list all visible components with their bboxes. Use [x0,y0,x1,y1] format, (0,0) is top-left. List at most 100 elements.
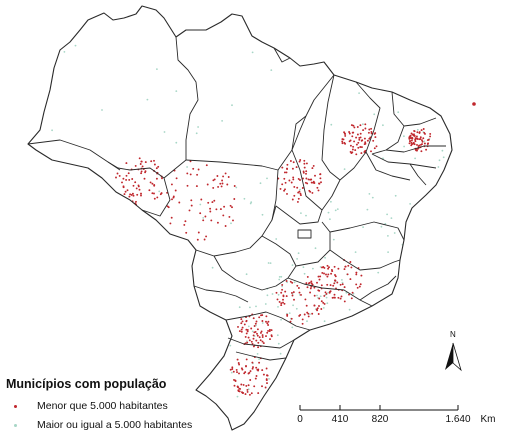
small-municipality-dot [245,328,248,331]
small-municipality-dot [290,317,293,320]
small-municipality-dot [231,206,233,209]
legend-item-label: Maior ou igual a 5.000 habitantes [37,419,193,431]
small-municipality-dot [339,297,342,300]
small-municipality-dot [204,215,207,218]
large-municipality-dot [235,186,238,189]
small-municipality-dot [423,131,426,134]
small-municipality-dot [264,386,267,389]
large-municipality-dot [324,256,326,259]
small-municipality-dot [212,186,215,189]
large-municipality-dot [362,123,364,126]
small-municipality-dot [285,171,288,174]
large-municipality-dot [292,304,294,307]
small-municipality-dot [429,132,432,135]
small-municipality-dot [333,296,336,299]
small-municipality-dot [305,177,308,180]
small-municipality-dot [140,194,142,197]
small-municipality-dot [234,379,237,382]
small-municipality-dot [189,160,192,163]
small-municipality-dot [233,185,236,187]
large-municipality-dot [255,305,257,308]
small-municipality-dot [197,231,200,234]
large-municipality-dot [258,358,260,360]
small-municipality-dot [261,369,264,372]
small-municipality-dot [183,223,186,226]
small-municipality-dot [418,131,421,134]
small-municipality-dot [355,136,358,139]
small-municipality-dot [319,275,322,278]
small-municipality-dot [303,313,306,316]
small-municipality-dot [413,143,416,146]
large-municipality-dot [296,258,298,260]
small-municipality-dot [251,342,254,345]
small-municipality-dot [178,201,181,204]
small-municipality-dot [211,201,214,204]
small-municipality-dot [265,367,268,370]
small-municipality-dot [281,288,284,291]
small-municipality-dot [357,141,360,144]
large-municipality-dot [288,312,291,314]
scale-bar [299,405,459,411]
small-municipality-dot [318,305,320,307]
large-municipality-dot [268,378,270,380]
large-municipality-dot [245,273,248,276]
scale-tick-label: 0 [297,414,303,425]
large-municipality-dot [368,193,371,195]
small-municipality-dot [306,275,309,278]
large-municipality-dot [300,212,302,215]
small-municipality-dot [252,334,255,337]
small-municipality-dot [151,182,154,185]
small-municipality-dot [219,182,222,185]
small-municipality-dot [238,363,241,366]
small-municipality-dot [323,294,326,297]
small-municipality-dot [324,291,327,294]
small-municipality-dot [421,143,423,146]
large-municipality-dot [336,208,339,211]
small-municipality-dot [340,295,343,298]
large-municipality-dot [380,225,383,228]
small-municipality-dot [253,325,256,327]
small-municipality-dot [232,219,234,222]
small-municipality-dot [410,139,413,142]
small-municipality-dot [316,281,318,284]
small-municipality-dot [413,129,416,132]
small-municipality-dot [134,181,137,184]
large-municipality-dot [280,275,283,278]
large-municipality-dot [266,177,268,180]
large-municipality-dot [74,44,77,47]
small-municipality-dot [411,136,414,139]
small-municipality-dot [297,197,300,200]
small-municipality-dot [349,139,352,142]
scale-tick-label: 1.640 [445,414,471,425]
small-municipality-dot [235,368,238,371]
large-municipality-dot [281,285,283,288]
small-municipality-dot [125,174,128,177]
small-municipality-dot [229,204,232,207]
small-municipality-dot [238,372,240,375]
small-municipality-dot [367,131,370,134]
large-municipality-dot [231,104,233,107]
island-dot [472,102,476,106]
small-municipality-dot [413,135,416,137]
small-municipality-dot [233,198,236,200]
small-municipality-dot [231,368,234,370]
small-municipality-dot [429,135,432,138]
small-municipality-dot [123,193,126,196]
small-municipality-dot [316,186,319,189]
small-municipality-dots [115,123,432,396]
small-municipality-dot [244,371,247,374]
small-municipality-dot [135,200,137,203]
small-municipality-dot [327,273,330,276]
large-municipality-dot [366,208,369,211]
small-municipality-dot [337,296,340,299]
small-municipality-dot [327,267,330,270]
small-municipality-dot [292,178,295,181]
small-municipality-dot [250,392,253,395]
small-municipality-dot [174,189,177,192]
small-municipality-dot [118,174,121,177]
small-municipality-dot [161,177,163,180]
small-municipality-dot [356,126,359,128]
small-municipality-dot [292,291,295,294]
small-municipality-dot [240,383,243,386]
small-municipality-dot [236,358,239,361]
